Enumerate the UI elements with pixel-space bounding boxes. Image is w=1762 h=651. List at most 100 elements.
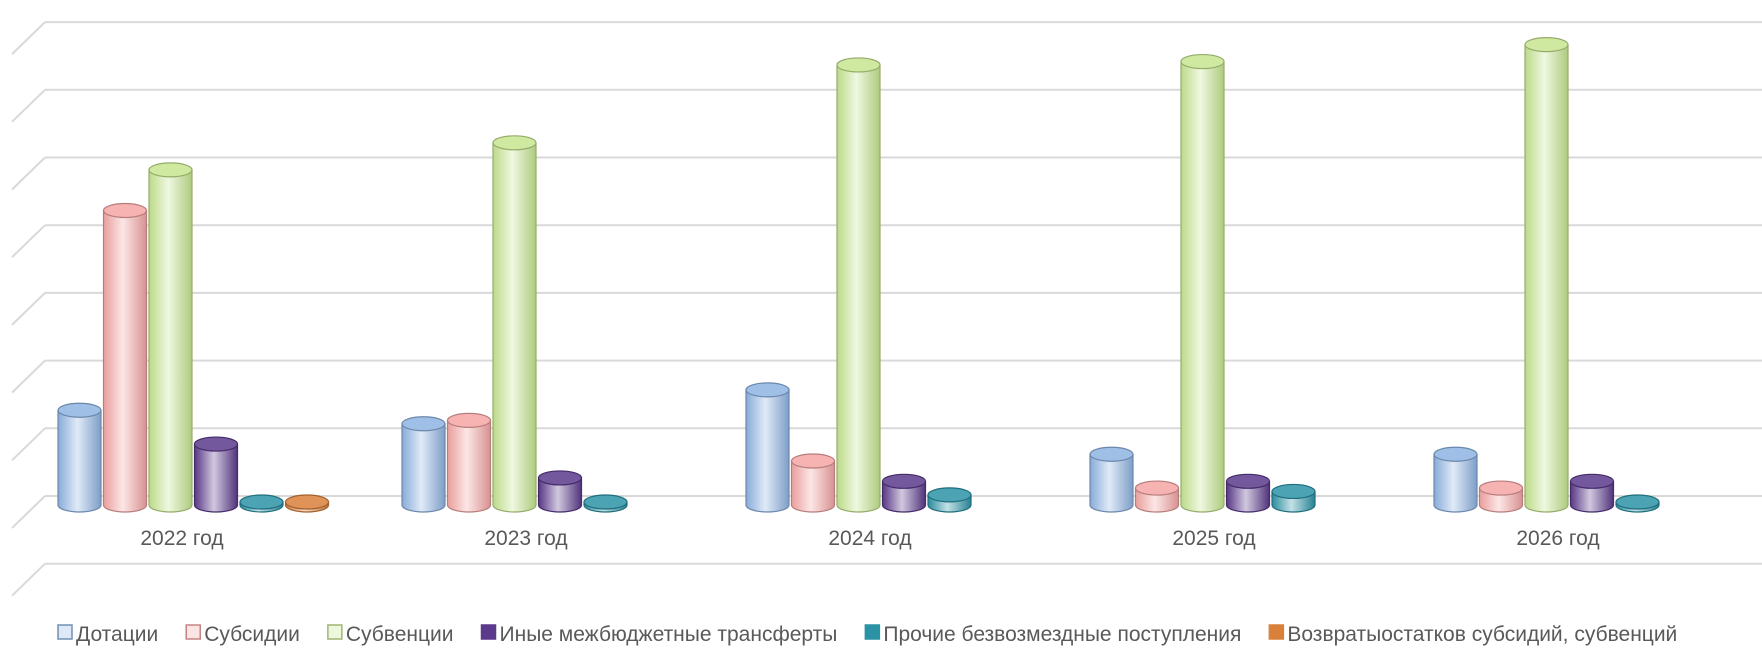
legend-item-субсидии: Субсидии bbox=[185, 623, 300, 646]
bar-top bbox=[102, 202, 148, 219]
bar-body bbox=[836, 64, 881, 513]
legend-label: Прочие безвозмездные поступления bbox=[883, 623, 1241, 646]
bar-body bbox=[745, 389, 790, 513]
bar-дотации bbox=[57, 402, 102, 513]
legend-swatch bbox=[327, 624, 343, 640]
bar-прочие-безвозмездные-поступления bbox=[927, 487, 972, 513]
x-tick-label: 2026 год bbox=[1516, 527, 1599, 550]
gridline-edge bbox=[11, 495, 46, 529]
bar-top bbox=[284, 494, 330, 510]
bar-иные-межбюджетные-трансферты bbox=[193, 436, 239, 513]
bar-body bbox=[492, 142, 537, 513]
bar-субсидии bbox=[790, 453, 836, 513]
bar-субвенции bbox=[836, 57, 881, 513]
legend-label: Дотации bbox=[76, 623, 158, 646]
gridline-edge bbox=[11, 224, 46, 258]
legend-item-субвенции: Субвенции bbox=[327, 623, 454, 646]
bar-top bbox=[446, 412, 492, 428]
bar-top bbox=[57, 402, 102, 418]
gridline-edge bbox=[11, 89, 46, 123]
legend-label: Субсидии bbox=[204, 623, 300, 646]
bar-body bbox=[537, 477, 583, 513]
bar-дотации bbox=[1089, 446, 1134, 513]
bar-body bbox=[790, 460, 836, 513]
bar-субсидии bbox=[102, 202, 148, 513]
bar-субсидии bbox=[446, 412, 492, 513]
gridline-edge bbox=[11, 156, 46, 191]
bar-top bbox=[1134, 480, 1180, 496]
bar-body bbox=[1433, 453, 1478, 513]
bar-body bbox=[148, 169, 193, 513]
gridline-edge bbox=[11, 562, 46, 597]
legend-label: Иные межбюджетные трансферты bbox=[500, 623, 838, 646]
bar-top bbox=[1615, 494, 1660, 510]
bar-top bbox=[583, 494, 628, 510]
bar-top bbox=[1433, 446, 1478, 462]
legend-swatch bbox=[185, 624, 201, 640]
legend-swatch bbox=[480, 624, 497, 640]
bar-body bbox=[57, 409, 102, 513]
x-tick-label: 2023 год bbox=[484, 527, 567, 550]
bar-top bbox=[836, 57, 881, 73]
bar-top bbox=[790, 453, 836, 469]
bar-top bbox=[1569, 473, 1615, 489]
legend-swatch bbox=[1268, 624, 1285, 640]
bar-прочие-безвозмездные-поступления bbox=[583, 494, 628, 513]
bar-субсидии bbox=[1478, 480, 1524, 513]
gridline-edge bbox=[11, 359, 46, 394]
gridlines bbox=[11, 21, 1762, 597]
bar-top bbox=[401, 416, 446, 432]
bar-иные-межбюджетные-трансферты bbox=[537, 470, 583, 513]
bar-top bbox=[148, 162, 193, 178]
bar-top bbox=[1478, 480, 1524, 496]
bar-субвенции bbox=[492, 135, 537, 513]
bar-прочие-безвозмездные-поступления bbox=[239, 494, 284, 513]
bar-body bbox=[881, 480, 927, 513]
bar-body bbox=[1180, 60, 1225, 513]
bar-body bbox=[1569, 480, 1615, 513]
legend-label: Субвенции bbox=[346, 623, 454, 646]
bar-top bbox=[1524, 37, 1569, 53]
bar-top bbox=[193, 436, 239, 452]
bar-body bbox=[1524, 44, 1569, 513]
bar-top bbox=[745, 382, 790, 398]
bar-top bbox=[537, 470, 583, 486]
bar-дотации bbox=[1433, 446, 1478, 513]
bar-top bbox=[1225, 473, 1271, 489]
legend-swatch bbox=[864, 624, 881, 640]
bar-дотации bbox=[745, 382, 790, 513]
legend-item-возвратыостатков-субсидий-субвенций: Возвратыостатков субсидий, субвенций bbox=[1268, 623, 1677, 646]
x-tick-label: 2024 год bbox=[828, 527, 911, 550]
bar-top bbox=[927, 487, 972, 503]
x-axis-labels: 2022 год 2023 год 2024 год 2025 год 2026 год bbox=[140, 527, 1599, 550]
legend-item-прочие-безвозмездные-поступления: Прочие безвозмездные поступления bbox=[864, 623, 1241, 646]
legend: Дотации Субсидии Субвенции Иные межбюджетны… bbox=[57, 623, 1677, 646]
legend-item-иные-межбюджетные-трансферты: Иные межбюджетные трансферты bbox=[480, 623, 838, 646]
bar-body bbox=[1225, 480, 1271, 513]
bar-top bbox=[881, 473, 927, 489]
bar-возвратыостатков-субсидий-субвенций bbox=[284, 494, 330, 513]
bar-субвенции bbox=[148, 162, 193, 513]
bars bbox=[57, 37, 1660, 513]
legend-label: Возвратыостатков субсидий, субвенций bbox=[1287, 623, 1677, 646]
bar-body bbox=[102, 209, 148, 513]
gridline-edge bbox=[11, 292, 46, 326]
bar-top bbox=[492, 135, 537, 151]
x-tick-label: 2025 год bbox=[1172, 527, 1255, 550]
x-tick-label: 2022 год bbox=[140, 527, 223, 550]
bar-иные-межбюджетные-трансферты bbox=[1569, 473, 1615, 513]
bar-top bbox=[239, 494, 284, 510]
bar-иные-межбюджетные-трансферты bbox=[881, 473, 927, 513]
bar-субсидии bbox=[1134, 480, 1180, 513]
bar-top bbox=[1271, 483, 1316, 500]
bar-top bbox=[1180, 53, 1225, 70]
gridline-edge bbox=[11, 427, 46, 462]
bar-субвенции bbox=[1524, 37, 1569, 513]
bar-top bbox=[1089, 446, 1134, 462]
bar-субвенции bbox=[1180, 53, 1225, 513]
bar-body bbox=[1089, 453, 1134, 513]
bar-прочие-безвозмездные-поступления bbox=[1271, 483, 1316, 513]
gridline-edge bbox=[11, 21, 46, 55]
bar-иные-межбюджетные-трансферты bbox=[1225, 473, 1271, 513]
